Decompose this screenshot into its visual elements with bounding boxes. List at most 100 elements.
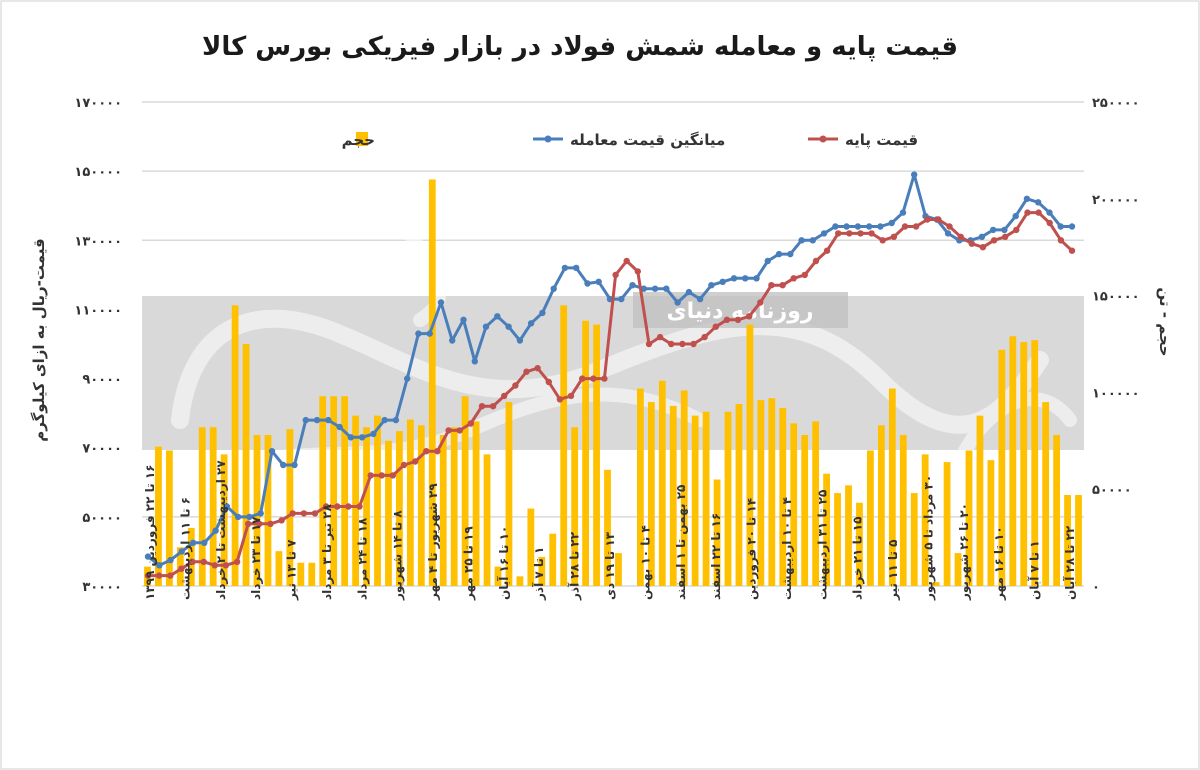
base-price-point: [812, 257, 820, 265]
volume-bar: [921, 454, 929, 586]
y-left-tick-label: ۱۳۰۰۰۰: [74, 234, 122, 249]
x-tick-label: ۲۰ تا ۲۶ شهریور: [957, 503, 972, 601]
y-axis-right: ۰ ۵۰۰۰۰ ۱۰۰۰۰۰ ۱۵۰۰۰۰ ۲۰۰۰۰۰ ۲۵۰۰۰۰: [1092, 96, 1140, 595]
base-price-point: [189, 558, 196, 565]
avg-price-point: [505, 323, 512, 330]
volume-bar: [560, 305, 568, 586]
x-tick-label: ۸ تا ۱۴ شهریور: [391, 510, 406, 601]
base-price-point: [979, 244, 987, 251]
base-price-point: [968, 240, 975, 247]
avg-price-point: [629, 282, 636, 289]
x-tick-label: ۲۸ تیر تا ۳ مرداد: [320, 503, 334, 600]
volume-bar: [680, 390, 688, 586]
base-price-point: [1046, 219, 1053, 227]
base-price-point: [445, 427, 452, 434]
avg-price-point: [201, 539, 208, 546]
base-price-point: [835, 230, 842, 237]
x-tick-label: ۱۵ تا ۲۱ خرداد: [851, 517, 865, 600]
avg-price-point: [347, 434, 354, 441]
y-right-tick-label: ۱۵۰۰۰۰: [1092, 290, 1140, 305]
volume-bar: [998, 349, 1006, 586]
avg-price-point: [911, 171, 918, 178]
x-tick-label: ۱ تا ۷ آذر: [531, 547, 546, 601]
volume-bar: [450, 427, 458, 586]
avg-price-point: [877, 223, 884, 230]
volume-bar: [363, 427, 370, 586]
avg-price-point: [1046, 209, 1053, 216]
avg-price-point: [719, 278, 726, 285]
base-price-point: [300, 510, 308, 517]
volume-bar: [593, 324, 600, 586]
avg-price-point: [708, 282, 715, 289]
base-price-point: [1068, 247, 1076, 254]
avg-price-point: [156, 562, 163, 569]
watermark-label-box: [633, 292, 848, 328]
avg-price-point: [787, 250, 794, 258]
avg-price-point: [189, 539, 197, 546]
base-price-point: [823, 247, 831, 254]
base-price-point: [690, 340, 697, 348]
base-price-point: [412, 458, 419, 465]
volume-bar: [505, 402, 513, 586]
avg-price-point: [888, 219, 895, 227]
base-price-point: [534, 365, 541, 372]
volume-bar: [549, 533, 557, 586]
base-price-point: [167, 572, 174, 579]
volume-bar: [297, 562, 305, 586]
avg-price-point: [404, 375, 411, 382]
x-tick-label: ۱۰ تا ۱۶ آبان: [496, 526, 511, 600]
volume-bar: [538, 556, 546, 586]
avg-price-point: [820, 230, 828, 237]
avg-price-point: [539, 309, 546, 317]
volume-bar: [286, 429, 294, 586]
base-price-point: [378, 472, 385, 479]
avg-price-point: [460, 316, 467, 323]
x-tick-label: ۱۹ تا ۲۵ مهر: [462, 526, 476, 601]
avg-price-point: [268, 448, 276, 455]
avg-price-point: [178, 548, 185, 555]
volume-bar: [198, 427, 206, 586]
volume-bar: [275, 551, 283, 586]
avg-price-point: [471, 358, 478, 365]
volume-bar: [494, 566, 502, 586]
y-left-tick-label: ۷۰۰۰۰: [82, 442, 122, 457]
base-price-point: [178, 565, 185, 572]
base-price-point: [601, 375, 608, 382]
volume-bar: [757, 400, 765, 586]
avg-price-point: [291, 461, 298, 469]
base-price-point: [523, 368, 530, 375]
base-price-point: [701, 333, 708, 341]
base-price-point: [501, 392, 508, 400]
avg-price-point: [832, 223, 839, 230]
gridlines: [142, 101, 1084, 587]
base-price-point: [389, 472, 397, 479]
base-price-point: [434, 448, 441, 455]
volume-bar: [976, 415, 984, 586]
base-price-point: [489, 403, 497, 410]
avg-price-point: [696, 295, 704, 303]
y-left-tick-label: ۹۰۰۰۰: [82, 373, 122, 388]
avg-price-point: [234, 513, 242, 521]
volume-bar: [1064, 495, 1071, 586]
avg-price-point: [516, 337, 524, 344]
volume-bar: [823, 473, 830, 586]
avg-price-point: [978, 233, 986, 240]
volume-bar: [910, 493, 918, 586]
base-price-point: [211, 562, 218, 569]
volume-bar: [604, 469, 611, 586]
avg-price-point: [302, 416, 309, 424]
legend-label-base-price: قیمت پایه: [845, 131, 918, 150]
volume-bar: [582, 320, 590, 586]
base-price-point: [990, 237, 998, 244]
volume-bar: [1053, 434, 1061, 586]
legend-label-volume: حجم: [342, 131, 375, 149]
avg-price-point: [651, 285, 659, 292]
base-price-point: [757, 299, 764, 306]
volume-bar: [1020, 342, 1028, 586]
base-price-point: [734, 316, 742, 323]
base-price-point: [1024, 209, 1031, 216]
avg-price-point: [584, 280, 591, 287]
volume-bar: [669, 405, 677, 586]
volume-bar: [374, 415, 381, 586]
base-price-point: [612, 271, 619, 279]
